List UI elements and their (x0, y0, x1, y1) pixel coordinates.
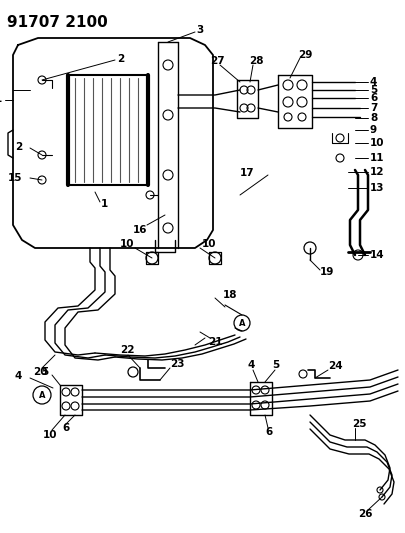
Text: 18: 18 (223, 290, 237, 300)
Text: 26: 26 (358, 509, 373, 519)
Text: 10: 10 (43, 430, 58, 440)
Text: 19: 19 (320, 267, 335, 277)
Text: 29: 29 (298, 50, 312, 60)
Text: 6: 6 (265, 427, 272, 437)
Text: 25: 25 (352, 419, 367, 429)
Text: 4: 4 (15, 371, 22, 381)
Text: 13: 13 (370, 183, 384, 193)
Text: 8: 8 (370, 113, 377, 123)
Text: 24: 24 (328, 361, 343, 371)
Text: 5: 5 (41, 367, 48, 377)
Text: 4: 4 (248, 360, 256, 370)
Text: 5: 5 (272, 360, 279, 370)
Text: 10: 10 (370, 138, 384, 148)
Text: 1: 1 (0, 94, 2, 104)
Text: 23: 23 (170, 359, 185, 369)
Text: 7: 7 (370, 103, 377, 113)
Text: 17: 17 (240, 168, 255, 178)
Text: 91707 2100: 91707 2100 (7, 15, 108, 30)
Text: 6: 6 (370, 93, 377, 103)
Text: A: A (239, 319, 245, 327)
Text: 14: 14 (370, 250, 385, 260)
Text: 1: 1 (101, 199, 108, 209)
Text: 11: 11 (370, 153, 384, 163)
Text: 21: 21 (208, 337, 222, 347)
Text: 2: 2 (15, 142, 22, 152)
Text: 22: 22 (120, 345, 134, 355)
Text: 4: 4 (370, 77, 377, 87)
Text: 9: 9 (370, 125, 377, 135)
Text: 5: 5 (370, 85, 377, 95)
Text: 10: 10 (120, 239, 134, 249)
Text: 28: 28 (249, 56, 264, 66)
Text: 15: 15 (8, 173, 22, 183)
Text: 2: 2 (117, 54, 124, 64)
Text: 16: 16 (133, 225, 147, 235)
Text: 20: 20 (33, 367, 47, 377)
Text: 12: 12 (370, 167, 384, 177)
Text: 3: 3 (196, 25, 203, 35)
Text: 10: 10 (202, 239, 217, 249)
Text: 6: 6 (62, 423, 69, 433)
Text: A: A (39, 391, 45, 400)
Text: 27: 27 (210, 56, 225, 66)
